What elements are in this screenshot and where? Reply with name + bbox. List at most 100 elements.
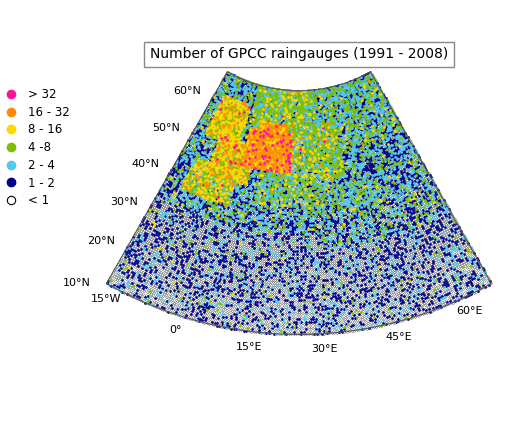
Point [429, 197, 437, 204]
Point [331, 94, 339, 101]
Point [232, 142, 240, 149]
Point [171, 173, 179, 180]
Point [233, 106, 241, 113]
Point [259, 153, 267, 160]
Point [254, 115, 262, 122]
Point [318, 308, 327, 314]
Point [399, 150, 407, 157]
Point [299, 287, 307, 294]
Point [423, 178, 431, 185]
Point [193, 202, 201, 209]
Point [280, 168, 288, 175]
Point [360, 121, 368, 128]
Point [216, 263, 225, 270]
Point [379, 161, 387, 168]
Point [373, 273, 381, 280]
Point [252, 92, 260, 99]
Point [461, 252, 469, 259]
Point [260, 278, 268, 285]
Point [316, 99, 324, 106]
Point [370, 151, 378, 158]
Point [284, 177, 293, 184]
Point [325, 276, 333, 283]
Point [294, 124, 302, 131]
Point [363, 193, 371, 200]
Point [285, 96, 293, 103]
Point [291, 284, 299, 291]
Point [335, 301, 343, 308]
Point [341, 155, 349, 162]
Point [226, 108, 234, 115]
Point [304, 170, 312, 177]
Point [425, 243, 433, 250]
Point [294, 111, 302, 118]
Point [376, 174, 384, 181]
Point [226, 320, 234, 327]
Point [221, 200, 229, 207]
Point [303, 200, 311, 207]
Point [213, 153, 222, 160]
Point [407, 217, 415, 224]
Point [472, 257, 480, 264]
Point [246, 253, 255, 260]
Point [405, 222, 413, 229]
Point [314, 232, 322, 239]
Point [435, 273, 443, 279]
Point [305, 92, 313, 98]
Point [406, 144, 414, 151]
Point [308, 271, 316, 277]
Point [347, 171, 355, 178]
Point [231, 185, 239, 192]
Point [339, 125, 347, 132]
Point [415, 278, 423, 285]
Point [181, 283, 189, 289]
Point [473, 274, 481, 281]
Point [228, 76, 236, 83]
Point [379, 113, 387, 120]
Point [225, 106, 233, 112]
Point [178, 160, 187, 167]
Point [152, 261, 160, 268]
Point [301, 264, 309, 271]
Point [409, 149, 417, 156]
Point [291, 116, 299, 122]
Point [466, 283, 474, 289]
Point [387, 225, 395, 231]
Point [207, 259, 215, 265]
Point [196, 273, 204, 279]
Point [309, 224, 317, 230]
Point [219, 222, 227, 229]
Point [226, 129, 234, 135]
Point [187, 181, 195, 188]
Point [237, 89, 245, 96]
Point [323, 152, 332, 159]
Point [314, 320, 322, 327]
Point [410, 187, 418, 194]
Point [407, 146, 415, 152]
Point [191, 317, 199, 324]
Point [295, 141, 303, 148]
Point [163, 189, 171, 195]
Point [302, 321, 310, 327]
Point [382, 298, 390, 305]
Point [162, 260, 170, 267]
Point [417, 242, 425, 249]
Point [316, 236, 324, 243]
Point [336, 254, 344, 261]
Point [400, 293, 408, 300]
Point [172, 162, 180, 168]
Point [274, 174, 282, 181]
Point [195, 138, 203, 145]
Point [312, 243, 320, 250]
Point [351, 236, 359, 243]
Point [211, 209, 220, 216]
Point [291, 96, 299, 103]
Point [245, 293, 253, 300]
Point [414, 214, 422, 221]
Point [357, 88, 366, 95]
Point [326, 149, 334, 156]
Point [243, 82, 251, 89]
Point [279, 287, 287, 293]
Point [426, 276, 434, 283]
Point [308, 191, 316, 198]
